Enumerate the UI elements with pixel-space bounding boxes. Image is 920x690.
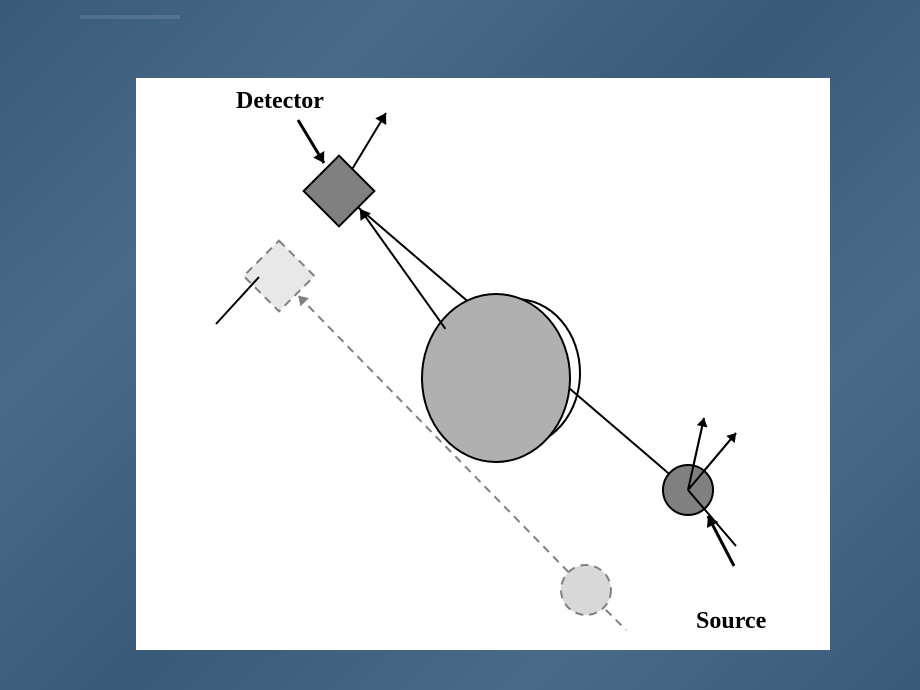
source-translated (561, 565, 611, 615)
arrowhead (360, 209, 371, 221)
detector-label: Detector (236, 88, 324, 115)
source-label: Source (696, 608, 766, 635)
line (360, 209, 446, 329)
arrowhead (697, 418, 707, 427)
arrowhead (298, 296, 309, 307)
line (216, 277, 259, 324)
diagram-container: Detector Source (136, 78, 830, 650)
scanned-object (422, 294, 570, 462)
title-placeholder (80, 15, 180, 19)
diagram-svg (136, 78, 830, 650)
